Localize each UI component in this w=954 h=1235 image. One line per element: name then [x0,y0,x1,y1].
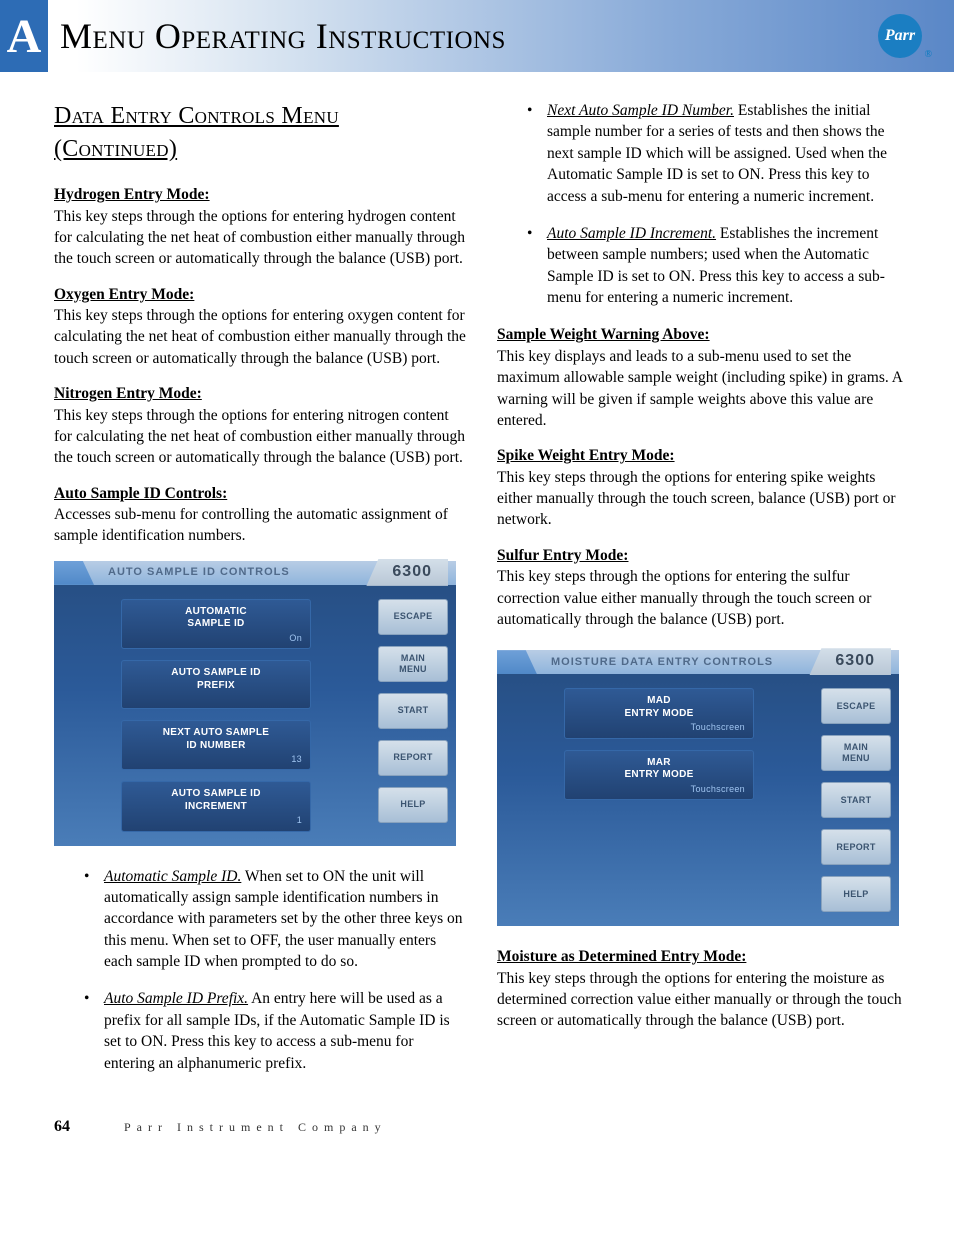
center-buttons: AUTOMATIC SAMPLE ID On AUTO SAMPLE ID PREF… [54,599,378,832]
button-label: MAR ENTRY MODE [573,757,745,782]
content-area: Data Entry Controls Menu (Continued) Hyd… [0,72,954,1110]
section-letter: A [0,0,48,72]
bullet-item: Auto Sample ID Increment. Establishes th… [531,223,910,309]
nav-button[interactable]: ESCAPE [378,599,448,635]
paragraph: Spike Weight Entry Mode: This key steps t… [497,445,910,531]
header-bar: A Menu Operating Instructions Parr [0,0,954,72]
button-label: MAD ENTRY MODE [573,695,745,720]
company-name: Parr Instrument Company [124,1120,387,1135]
button-label: NEXT AUTO SAMPLE ID NUMBER [130,727,302,752]
body-text: Accesses sub-menu for controlling the au… [54,506,448,544]
side-buttons: ESCAPE MAIN MENU START REPORT HELP [821,688,899,912]
center-buttons: MAD ENTRY MODE Touchscreen MAR ENTRY MODE T… [497,688,821,912]
paragraph: Sulfur Entry Mode: This key steps through… [497,545,910,631]
button-value: 1 [130,815,302,826]
menu-button[interactable]: MAD ENTRY MODE Touchscreen [564,688,754,738]
paragraph: Hydrogen Entry Mode: This key steps throu… [54,184,467,270]
parr-logo: Parr [878,14,922,58]
nav-button[interactable]: HELP [378,787,448,823]
nav-button[interactable]: START [378,693,448,729]
button-value: 13 [130,754,302,765]
bullet-item: Auto Sample ID Prefix. An entry here wil… [88,988,467,1074]
tab-icon [54,561,94,585]
screenshot-auto-sample-id: AUTO SAMPLE ID CONTROLS 6300 AUTOMATIC S… [54,561,456,846]
model-badge: 6300 [809,648,891,675]
left-bullet-list: Automatic Sample ID. When set to ON the … [54,866,467,1074]
footer: 64 Parr Instrument Company [0,1110,954,1160]
nav-button[interactable]: MAIN MENU [821,735,891,771]
button-value: Touchscreen [573,722,745,733]
subhead: Moisture as Determined Entry Mode: [497,948,746,965]
menu-button[interactable]: AUTOMATIC SAMPLE ID On [121,599,311,649]
bullet-label: Auto Sample ID Increment. [547,225,716,242]
screenshot-titlebar: MOISTURE DATA ENTRY CONTROLS 6300 [497,650,899,674]
paragraph: Moisture as Determined Entry Mode: This k… [497,946,910,1032]
body-text: This key steps through the options for e… [54,407,465,467]
menu-button[interactable]: AUTO SAMPLE ID PREFIX [121,660,311,709]
menu-button[interactable]: NEXT AUTO SAMPLE ID NUMBER 13 [121,720,311,770]
bullet-label: Automatic Sample ID. [104,868,241,885]
subhead: Spike Weight Entry Mode: [497,447,675,464]
subhead: Hydrogen Entry Mode: [54,186,210,203]
tab-icon [497,650,537,674]
bullet-item: Next Auto Sample ID Number. Establishes … [531,100,910,207]
screenshot-body: AUTOMATIC SAMPLE ID On AUTO SAMPLE ID PREF… [54,585,456,832]
side-buttons: ESCAPE MAIN MENU START REPORT HELP [378,599,456,832]
body-text: This key steps through the options for e… [497,469,896,529]
paragraph: Nitrogen Entry Mode: This key steps throu… [54,383,467,469]
body-text: This key steps through the options for e… [497,970,902,1030]
button-value: On [130,633,302,644]
page-number: 64 [54,1118,70,1136]
menu-button[interactable]: AUTO SAMPLE ID INCREMENT 1 [121,781,311,831]
section-title: Data Entry Controls Menu (Continued) [54,100,467,166]
button-value: Touchscreen [573,784,745,795]
body-text: This key steps through the options for e… [54,307,466,367]
nav-button[interactable]: START [821,782,891,818]
subhead: Auto Sample ID Controls: [54,485,227,502]
nav-button[interactable]: REPORT [821,829,891,865]
nav-button[interactable]: ESCAPE [821,688,891,724]
nav-button[interactable]: MAIN MENU [378,646,448,682]
screenshot-moisture: MOISTURE DATA ENTRY CONTROLS 6300 MAD EN… [497,650,899,926]
subhead: Sample Weight Warning Above: [497,326,710,343]
nav-button[interactable]: REPORT [378,740,448,776]
subhead: Nitrogen Entry Mode: [54,385,202,402]
button-label: AUTO SAMPLE ID INCREMENT [130,788,302,813]
right-bullet-list: Next Auto Sample ID Number. Establishes … [497,100,910,308]
subhead: Oxygen Entry Mode: [54,286,194,303]
button-label: AUTO SAMPLE ID PREFIX [130,667,302,692]
screenshot-body: MAD ENTRY MODE Touchscreen MAR ENTRY MODE T… [497,674,899,912]
left-column: Data Entry Controls Menu (Continued) Hyd… [54,100,467,1090]
bullet-item: Automatic Sample ID. When set to ON the … [88,866,467,973]
paragraph: Auto Sample ID Controls: Accesses sub-men… [54,483,467,547]
screenshot-titlebar: AUTO SAMPLE ID CONTROLS 6300 [54,561,456,585]
paragraph: Oxygen Entry Mode: This key steps through… [54,284,467,370]
page-title: Menu Operating Instructions [60,15,506,57]
body-text: This key displays and leads to a sub-men… [497,348,902,429]
body-text: This key steps through the options for e… [497,568,871,628]
right-column: Next Auto Sample ID Number. Establishes … [497,100,910,1090]
menu-button[interactable]: MAR ENTRY MODE Touchscreen [564,750,754,800]
nav-button[interactable]: HELP [821,876,891,912]
paragraph: Sample Weight Warning Above: This key dis… [497,324,910,431]
body-text: This key steps through the options for e… [54,208,465,268]
button-label: AUTOMATIC SAMPLE ID [130,606,302,631]
model-badge: 6300 [366,559,448,586]
bullet-label: Auto Sample ID Prefix. [104,990,248,1007]
subhead: Sulfur Entry Mode: [497,547,628,564]
bullet-label: Next Auto Sample ID Number. [547,102,734,119]
